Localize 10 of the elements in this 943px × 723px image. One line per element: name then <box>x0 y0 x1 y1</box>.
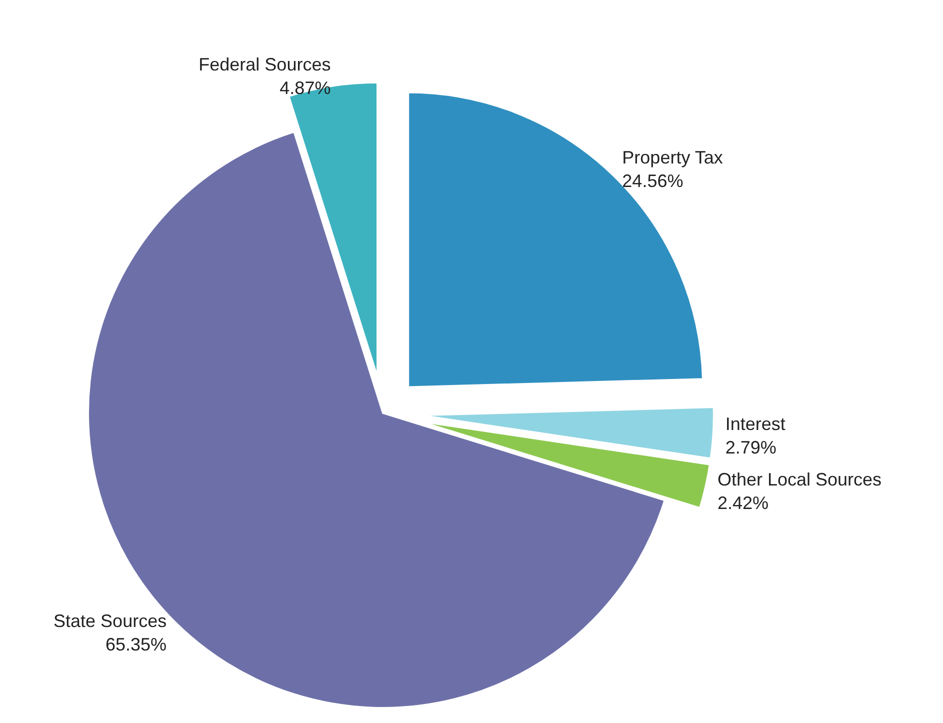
data-label: 2.79% <box>725 437 776 458</box>
data-label: 24.56% <box>622 170 684 191</box>
slice-label: Federal Sources <box>198 54 331 74</box>
slice-label: Interest <box>725 414 786 434</box>
data-label: 4.87% <box>280 78 331 98</box>
data-label: 65.35% <box>106 634 167 655</box>
slice-label: Other Local Sources <box>717 470 882 490</box>
slice-label: State Sources <box>54 611 167 632</box>
slice-label: Property Tax <box>622 148 723 168</box>
data-label: 2.42% <box>717 492 768 513</box>
